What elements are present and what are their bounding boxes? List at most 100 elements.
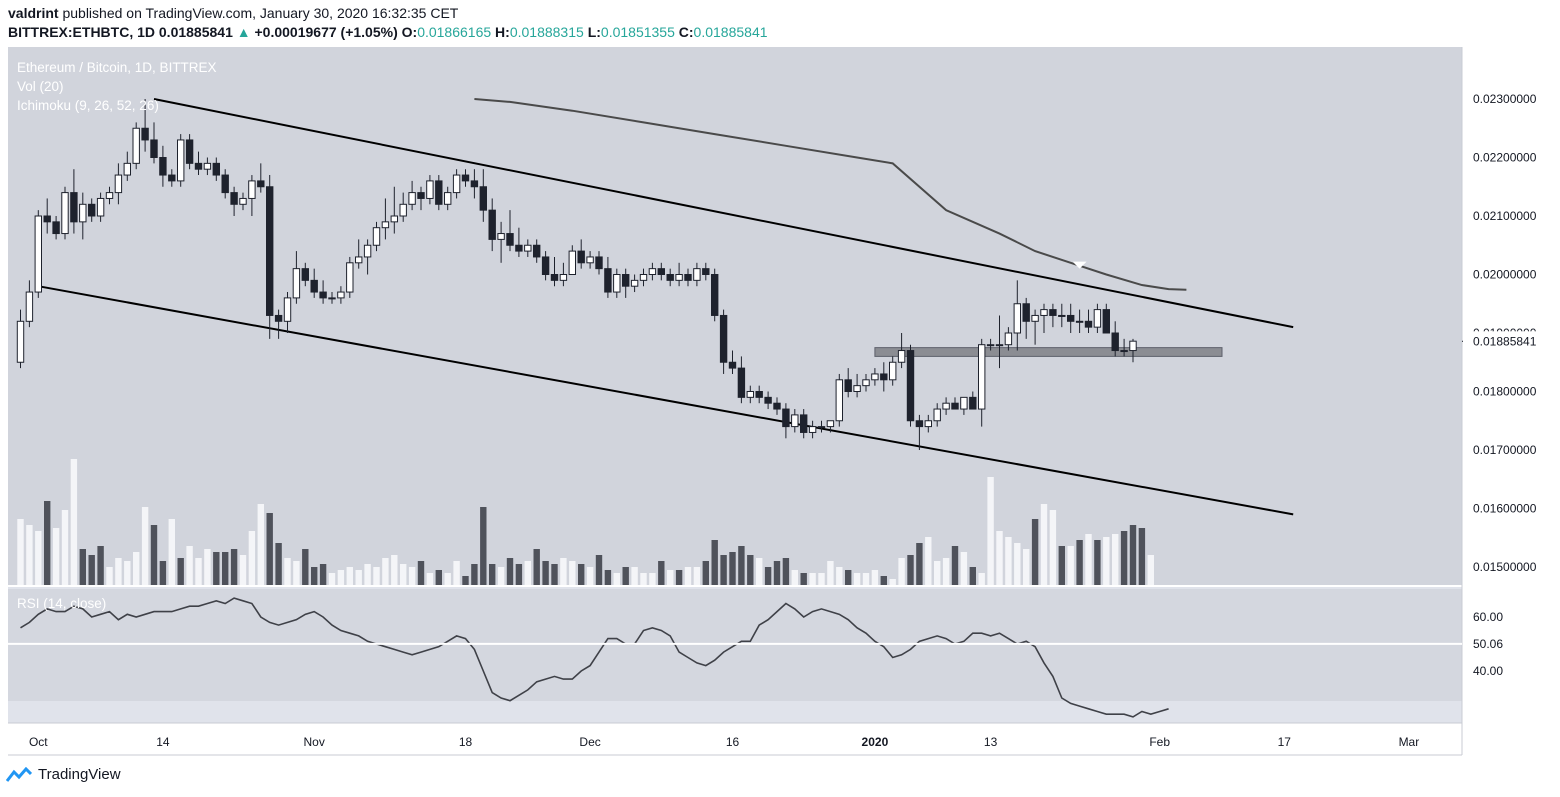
legend-title[interactable]: Ethereum / Bitcoin, 1D, BITTREX: [17, 60, 217, 75]
candle[interactable]: [817, 426, 826, 429]
candle[interactable]: [746, 391, 754, 398]
candle[interactable]: [1120, 350, 1128, 353]
candle[interactable]: [871, 373, 879, 381]
candle[interactable]: [221, 174, 229, 194]
candle[interactable]: [25, 291, 34, 322]
candle[interactable]: [132, 127, 140, 164]
candle[interactable]: [853, 385, 861, 392]
candle[interactable]: [808, 426, 817, 433]
candle[interactable]: [435, 180, 443, 205]
candle[interactable]: [960, 396, 968, 410]
candle[interactable]: [737, 367, 746, 398]
candle[interactable]: [533, 244, 541, 258]
price-pane[interactable]: [8, 47, 1462, 585]
candle[interactable]: [1111, 332, 1119, 352]
candle[interactable]: [897, 350, 906, 363]
support-zone-rect[interactable]: [874, 347, 1223, 357]
candle[interactable]: [1049, 309, 1057, 316]
candle[interactable]: [239, 197, 247, 205]
legend-ichimoku[interactable]: Ichimoku (9, 26, 52, 26): [17, 98, 159, 113]
candle[interactable]: [622, 274, 630, 287]
candle[interactable]: [372, 227, 381, 246]
candle[interactable]: [541, 256, 550, 276]
candle[interactable]: [675, 274, 683, 281]
candle[interactable]: [79, 203, 87, 223]
candle[interactable]: [168, 174, 176, 182]
candle[interactable]: [684, 274, 692, 281]
price-axis[interactable]: 0.02300000 0.02200000 0.02100000 0.02000000…: [1462, 92, 1553, 574]
candle[interactable]: [906, 350, 915, 422]
candle[interactable]: [844, 379, 852, 392]
candle[interactable]: [212, 162, 221, 176]
candle[interactable]: [693, 268, 701, 281]
candle[interactable]: [497, 233, 505, 240]
candle[interactable]: [924, 420, 932, 428]
candle[interactable]: [506, 233, 514, 246]
candle[interactable]: [800, 414, 808, 433]
candle[interactable]: [417, 192, 425, 199]
candle[interactable]: [452, 174, 461, 194]
candle[interactable]: [586, 256, 594, 264]
candle[interactable]: [951, 402, 959, 410]
candle[interactable]: [34, 215, 42, 293]
candle[interactable]: [346, 262, 354, 293]
candle[interactable]: [266, 186, 274, 316]
candle[interactable]: [159, 157, 167, 176]
candle[interactable]: [702, 268, 710, 275]
candle[interactable]: [604, 268, 612, 293]
candle[interactable]: [550, 274, 559, 281]
candle[interactable]: [791, 414, 799, 428]
candle[interactable]: [835, 379, 843, 422]
candle[interactable]: [613, 274, 621, 293]
candle[interactable]: [630, 279, 639, 287]
candle[interactable]: [257, 180, 265, 188]
candle[interactable]: [1084, 320, 1093, 328]
candle[interactable]: [408, 192, 416, 205]
candle[interactable]: [515, 244, 523, 252]
candle[interactable]: [978, 344, 986, 410]
candle[interactable]: [648, 268, 657, 275]
candle[interactable]: [114, 174, 123, 194]
candle[interactable]: [773, 402, 781, 410]
candle[interactable]: [150, 139, 158, 158]
candle[interactable]: [274, 314, 283, 322]
candle[interactable]: [1129, 340, 1137, 352]
rsi-line[interactable]: [20, 597, 1169, 718]
candle[interactable]: [782, 408, 790, 428]
candle[interactable]: [1067, 314, 1075, 322]
legend-rsi[interactable]: RSI (14, close): [17, 596, 107, 611]
candle[interactable]: [969, 396, 977, 410]
candle[interactable]: [337, 291, 345, 299]
candle[interactable]: [862, 379, 870, 387]
candle[interactable]: [1040, 309, 1048, 316]
candle[interactable]: [559, 274, 568, 281]
candle[interactable]: [880, 373, 888, 381]
lower-trendline[interactable]: [38, 285, 1294, 516]
candle[interactable]: [470, 180, 479, 188]
candle[interactable]: [524, 244, 532, 252]
moving-average-line[interactable]: [474, 98, 1187, 291]
candle[interactable]: [292, 268, 301, 299]
candle[interactable]: [942, 402, 950, 410]
candle[interactable]: [328, 297, 336, 300]
candle[interactable]: [915, 420, 924, 428]
candle[interactable]: [826, 420, 835, 428]
time-axis[interactable]: Oct 14 Nov 18 Dec 16 2020 13 Feb 17 Mar: [29, 735, 1419, 749]
candle[interactable]: [995, 344, 1004, 347]
footer-brand[interactable]: TradingView: [6, 766, 121, 783]
candle[interactable]: [319, 291, 327, 299]
candle[interactable]: [61, 192, 69, 235]
candle[interactable]: [728, 361, 737, 369]
candle[interactable]: [355, 256, 363, 264]
candle[interactable]: [96, 197, 105, 217]
candle[interactable]: [390, 215, 399, 223]
candle[interactable]: [568, 250, 576, 276]
upper-trendline[interactable]: [153, 98, 1294, 329]
candle[interactable]: [248, 180, 256, 199]
candle[interactable]: [141, 127, 149, 141]
candle[interactable]: [479, 186, 488, 211]
candle[interactable]: [426, 180, 434, 199]
candle[interactable]: [1013, 303, 1021, 334]
candle[interactable]: [444, 192, 452, 205]
candle[interactable]: [230, 192, 238, 205]
